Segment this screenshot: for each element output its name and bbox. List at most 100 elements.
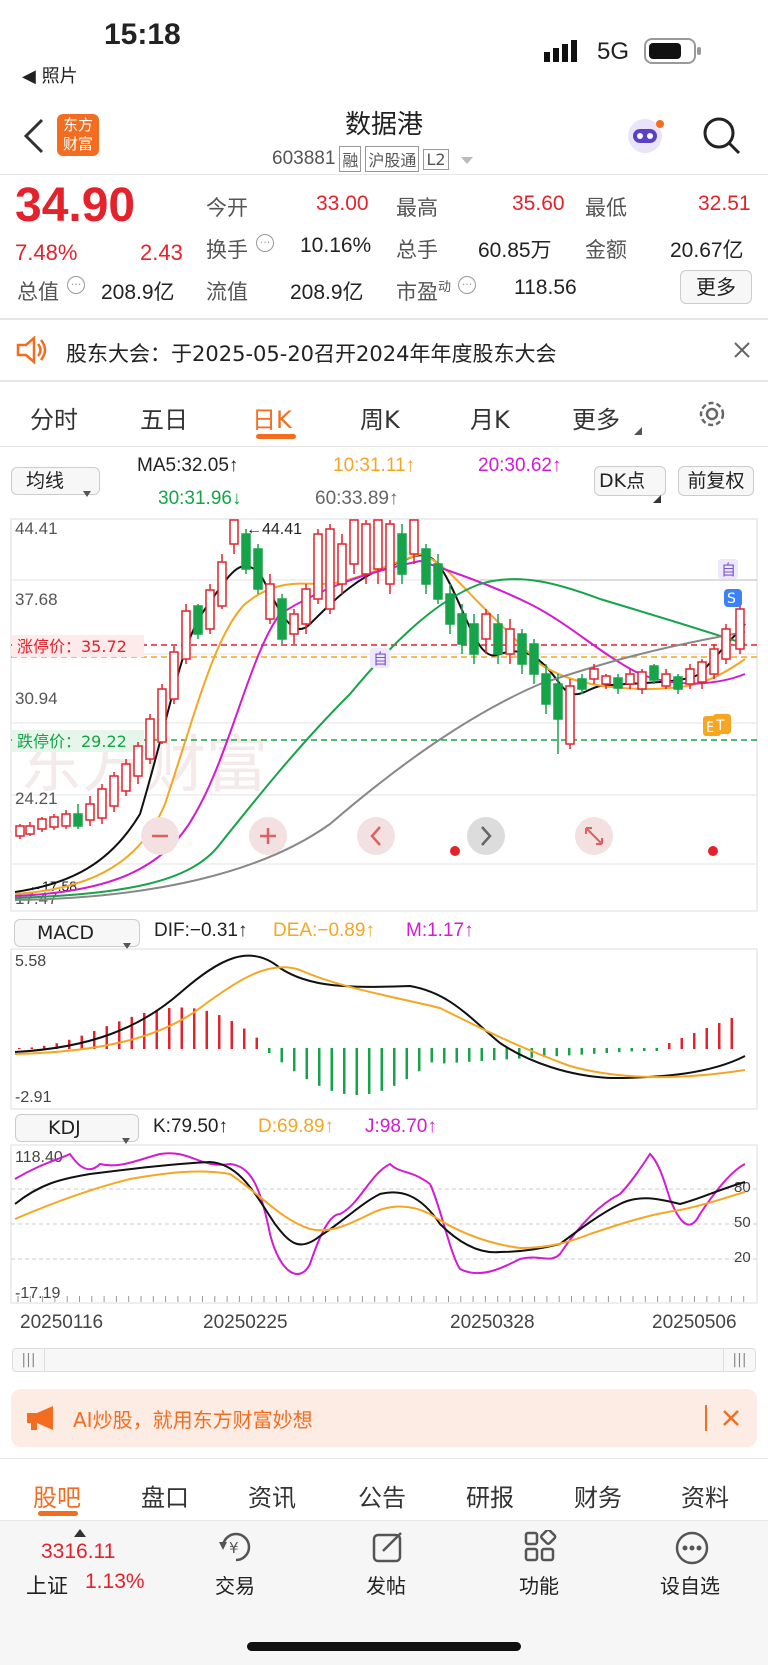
triangle-up-icon	[74, 1522, 86, 1541]
macd-select[interactable]: MACD	[14, 919, 140, 949]
speaker-icon	[16, 335, 48, 365]
chevron-down-icon	[123, 930, 131, 956]
more-button[interactable]: 更多	[680, 270, 752, 304]
candle-body	[421, 548, 431, 585]
info-icon[interactable]: ···	[256, 234, 274, 252]
kdj-select[interactable]: KDJ	[15, 1114, 139, 1144]
macd-bar	[655, 1048, 658, 1051]
back-to-app-link[interactable]: ◀ 照片	[22, 66, 78, 87]
pe-sup: 动	[438, 280, 452, 295]
info-icon[interactable]: ···	[458, 276, 476, 294]
dock-functions-label[interactable]: 功能	[519, 1574, 559, 1598]
candle-body	[397, 533, 407, 575]
trade-marker	[713, 714, 731, 734]
field-label-volume: 总手	[396, 238, 438, 262]
close-icon[interactable]	[734, 342, 750, 358]
candle-body	[49, 816, 59, 828]
macd-frame	[10, 948, 758, 1110]
tab-orderbook[interactable]: 盘口	[141, 1484, 189, 1512]
tab-more[interactable]: 更多	[572, 406, 620, 434]
candle-body	[661, 673, 671, 687]
settings-gear-icon[interactable]	[696, 398, 728, 430]
macd-ymax: 5.58	[15, 953, 46, 970]
field-label-low: 最低	[585, 196, 627, 220]
macd-bar	[205, 1010, 208, 1049]
macd-bar	[668, 1043, 671, 1049]
chart-range-scrollbar[interactable]: ||| |||	[12, 1348, 756, 1372]
scroll-handle-right[interactable]: |||	[723, 1349, 755, 1371]
index-name: 上证	[26, 1574, 68, 1598]
candle-body	[109, 775, 119, 807]
candle-body	[15, 825, 25, 837]
dock-post-label[interactable]: 发帖	[366, 1574, 406, 1598]
dock-trade-label[interactable]: 交易	[215, 1574, 255, 1598]
macd-bar	[630, 1048, 633, 1052]
y-label: 30.94	[15, 689, 58, 708]
sell-marker	[724, 589, 742, 607]
tab-five-day[interactable]: 五日	[140, 406, 188, 434]
macd-bar	[568, 1048, 571, 1056]
stock-code-row[interactable]: 603881 融 沪股通 L2	[272, 146, 473, 172]
tab-profile[interactable]: 资料	[681, 1484, 729, 1512]
dock-watchlist-label[interactable]: 设自选	[660, 1574, 720, 1598]
kdj-j: J:98.70↑	[365, 1116, 437, 1137]
macd-bar	[580, 1048, 583, 1055]
megaphone-icon	[25, 1405, 59, 1431]
macd-bar	[380, 1048, 383, 1091]
candle-body	[625, 673, 635, 685]
macd-m: M:1.17↑	[406, 920, 474, 941]
peak-price-label: ←44.41	[246, 521, 302, 538]
tab-monthly-k[interactable]: 月K	[470, 406, 510, 434]
candle-body	[505, 628, 515, 655]
indicator-select[interactable]: 均线	[11, 467, 100, 497]
macd-bar	[243, 1028, 246, 1049]
candle-body	[301, 588, 311, 625]
candle-body	[337, 543, 347, 585]
close-icon[interactable]	[723, 1410, 739, 1426]
change-percent: 7.48%	[15, 240, 78, 265]
robot-assistant-icon[interactable]	[624, 114, 666, 156]
date-label: 20250506	[652, 1312, 737, 1333]
adjust-price-button[interactable]: 前复权	[678, 466, 754, 496]
tab-news[interactable]: 资讯	[248, 1484, 296, 1512]
kline-chart[interactable]: 东方财富 涨停价：35.72 跌停价：29.22 44.41 37.68 30.…	[0, 514, 768, 914]
limit-up-label-bg	[12, 635, 144, 657]
search-icon[interactable]	[702, 116, 742, 156]
macd-dea: DEA:−0.89↑	[273, 920, 375, 941]
tab-daily-k[interactable]: 日K	[252, 406, 292, 434]
tab-research[interactable]: 研报	[466, 1484, 514, 1512]
index-value[interactable]: 3316.11	[41, 1540, 116, 1563]
date-label: 20250225	[203, 1312, 288, 1333]
kdj-d: D:69.89↑	[258, 1116, 335, 1137]
ai-banner[interactable]: AI炒股，就用东方财富妙想	[11, 1389, 757, 1447]
candle-body	[565, 685, 575, 745]
candle-body	[277, 598, 287, 640]
event-dot	[450, 846, 460, 856]
tab-finance[interactable]: 财务	[574, 1484, 622, 1512]
d-line	[14, 1170, 746, 1250]
chevron-right-icon	[481, 826, 492, 846]
notice-text[interactable]: 股东大会：于2025-05-20召开2024年年度股东大会	[66, 342, 557, 366]
more-dots-icon[interactable]	[674, 1530, 710, 1566]
tab-forum[interactable]: 股吧	[33, 1484, 81, 1512]
macd-bar	[505, 1048, 508, 1060]
back-chevron-icon[interactable]	[22, 118, 46, 154]
sell-marker-text: S	[727, 591, 736, 607]
trade-icon[interactable]: ¥	[217, 1530, 255, 1564]
dk-point-button[interactable]: DK点	[594, 466, 666, 503]
info-icon[interactable]: ···	[67, 276, 85, 294]
status-time: 15:18	[104, 18, 181, 51]
scroll-left-button	[357, 817, 395, 855]
macd-bar	[255, 1037, 258, 1049]
macd-bar	[268, 1048, 271, 1053]
tab-announcements[interactable]: 公告	[358, 1484, 406, 1512]
tab-intraday[interactable]: 分时	[30, 406, 78, 434]
functions-grid-icon[interactable]	[523, 1528, 557, 1564]
scroll-handle-left[interactable]: |||	[13, 1349, 45, 1371]
macd-bar	[30, 1047, 33, 1049]
svg-text:¥: ¥	[229, 1539, 239, 1557]
compose-icon[interactable]	[371, 1530, 405, 1564]
self-select-marker	[370, 648, 390, 668]
ai-banner-text: AI炒股，就用东方财富妙想	[73, 1408, 313, 1432]
tab-weekly-k[interactable]: 周K	[360, 406, 400, 434]
